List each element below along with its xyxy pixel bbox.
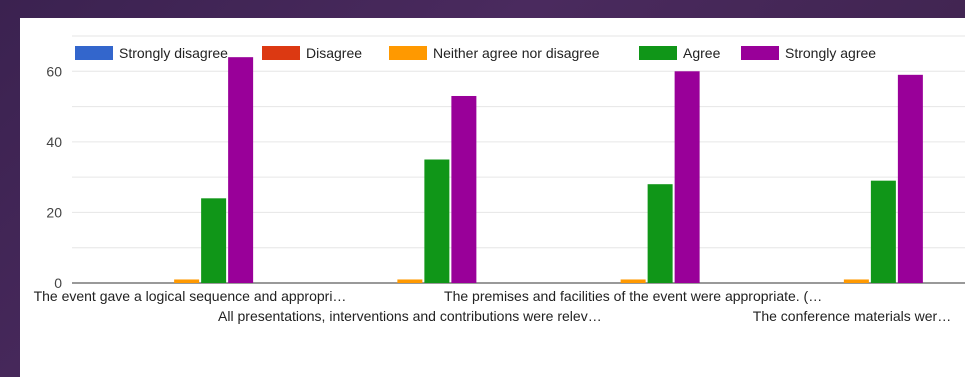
bar [451, 95, 477, 283]
legend-label: Strongly agree [785, 45, 876, 61]
legend-label: Disagree [306, 45, 362, 61]
y-tick-label: 60 [46, 63, 62, 79]
bar [620, 279, 646, 283]
bar [674, 71, 700, 284]
bar [228, 57, 254, 283]
x-category-label: The premises and facilities of the event… [444, 288, 822, 304]
bar-chart: 0 20 40 60 The event gave a logical sequence… [34, 35, 965, 324]
y-tick-label: 20 [46, 204, 62, 220]
bar [647, 184, 673, 283]
bar [174, 279, 200, 283]
bar [843, 279, 869, 283]
bar [897, 74, 923, 283]
bar [397, 279, 423, 283]
chart-panel: 0 20 40 60 The event gave a logical sequence… [20, 18, 965, 377]
x-category-label: All presentations, interventions and con… [218, 308, 602, 324]
bar [424, 159, 450, 283]
legend-label: Neither agree nor disagree [433, 45, 600, 61]
bar [201, 198, 227, 283]
legend-swatch [639, 46, 677, 60]
y-tick-label: 40 [46, 134, 62, 150]
bar [870, 180, 896, 283]
y-tick-label: 0 [54, 275, 62, 291]
legend-label: Strongly disagree [119, 45, 228, 61]
x-category-label: The event gave a logical sequence and ap… [34, 288, 347, 304]
x-category-label: The conference materials wer… [753, 308, 951, 324]
legend-swatch [741, 46, 779, 60]
legend-label: Agree [683, 45, 721, 61]
legend-swatch [262, 46, 300, 60]
legend-swatch [389, 46, 427, 60]
legend-swatch [75, 46, 113, 60]
